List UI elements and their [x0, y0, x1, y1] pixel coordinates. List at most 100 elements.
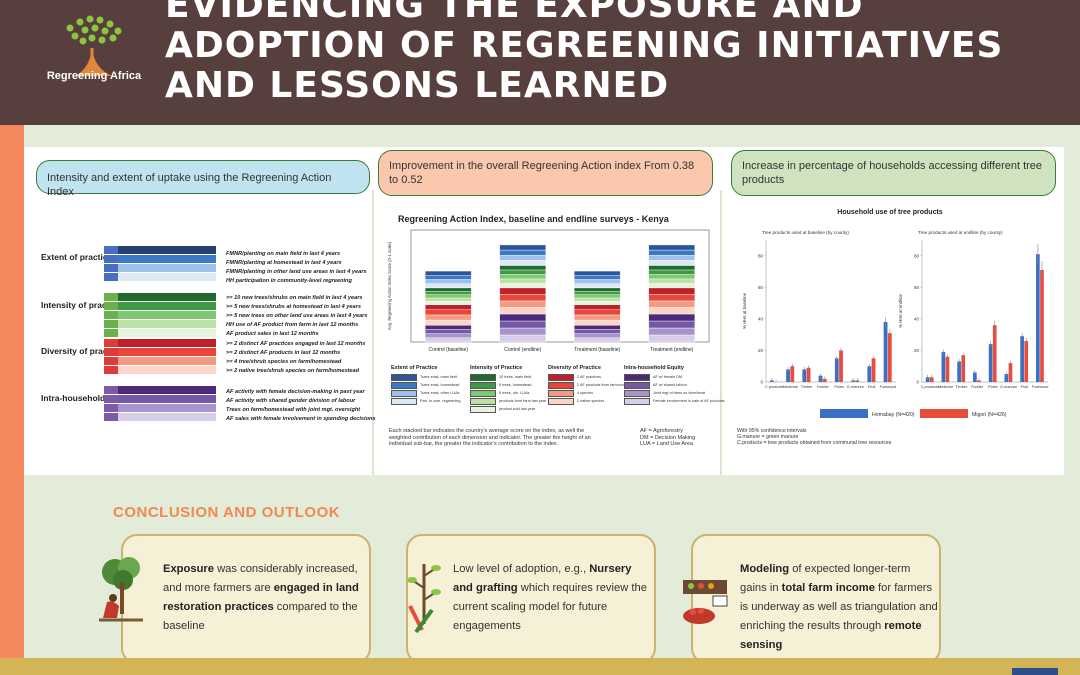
swatch	[104, 264, 216, 272]
stacked-bar-segment	[573, 275, 621, 280]
indicator-text: >= 4 tree/shrub species on farm/homestea…	[226, 359, 342, 365]
legend-column: Diversity of Practice 2 AF practices 2 AF …	[548, 365, 636, 406]
stacked-bar-segment	[573, 309, 621, 316]
stacked-bar-segment	[499, 269, 547, 275]
title-line: ADOPTION OF REGREENING INITIATIVES	[165, 25, 1004, 66]
stacked-bar-segment	[499, 307, 547, 315]
legend-item: product sold last year	[470, 406, 550, 413]
category-label: Intra-household equity	[41, 393, 133, 403]
legend-item: Trees exist, other LUAs	[391, 390, 471, 397]
legend-label: 5 trees, homestead	[499, 383, 532, 387]
x-tick-label: Fodder	[817, 385, 830, 389]
legend-item: 10 trees, main field	[470, 374, 550, 381]
stacked-bar-segment	[573, 333, 621, 338]
legend-swatch	[391, 398, 417, 405]
market-produce-icon	[683, 580, 728, 624]
stacked-bar-segment	[573, 337, 621, 343]
stacked-bar-segment	[648, 313, 696, 322]
legend-item: AF w/ female DM	[624, 374, 704, 381]
indicator-text: >= 2 distinct AF products in last 12 mon…	[226, 350, 341, 356]
bar	[818, 375, 823, 382]
bar	[961, 355, 966, 382]
swatch	[104, 273, 216, 281]
legend-swatch	[548, 382, 574, 389]
subplot-title: Tree products used at endline (by county…	[918, 230, 1003, 235]
chart-note: Each stacked bar indicates the country's…	[389, 428, 591, 447]
x-tick-label: Timber	[801, 385, 813, 389]
stacked-bar-segment	[648, 255, 696, 261]
legend-column: Intra-household Equity AF w/ female DM AF …	[624, 365, 725, 406]
stacked-bar-segment	[424, 287, 472, 292]
x-tick-label: Poles	[988, 385, 998, 389]
bar	[786, 369, 790, 382]
stacked-bar-segment	[573, 291, 621, 295]
category-label: Extent of practice	[41, 252, 113, 262]
card-text-part: of expected longer-term gains in	[740, 563, 911, 594]
bar	[839, 350, 843, 382]
stacked-bar-segment	[648, 274, 696, 280]
stacked-bar-segment	[424, 329, 472, 334]
legend-title: Intensity of Practice	[470, 365, 523, 371]
stacked-bar-segment	[648, 320, 696, 329]
conclusion-card-adoption: Low level of adoption, e.g., Nursery and…	[406, 534, 656, 664]
x-tick-label: Treatment (endline)	[650, 347, 694, 353]
x-tick-label: C.products	[921, 385, 939, 389]
x-tick-label: Treatment (baseline)	[574, 347, 620, 353]
stacked-bar-segment	[499, 244, 547, 251]
stacked-bar-segment	[573, 324, 621, 330]
y-tick-label: 80	[914, 253, 920, 258]
stacked-bar-segment	[648, 327, 696, 336]
legend-swatch	[391, 374, 417, 381]
legend-label: 4 species	[577, 391, 594, 395]
legend-swatch	[470, 374, 496, 381]
x-tick-label: C.products	[765, 385, 783, 389]
swatch	[104, 302, 216, 310]
left-accent-strip	[0, 125, 24, 675]
indicator-text: AF activity with shared gender division …	[226, 398, 356, 404]
y-axis-label: Avg. Regreening Action Index Score (0-1 …	[387, 241, 392, 330]
legend-label: products from farm last year	[499, 399, 547, 403]
stacked-bar-segment	[648, 300, 696, 308]
bold-text: total farm income	[781, 582, 875, 594]
legend-swatch	[920, 409, 968, 418]
stacked-bar-segment	[573, 270, 621, 276]
bottom-corner-box	[1012, 668, 1058, 675]
x-tick-label: Fuelwood	[1032, 385, 1048, 389]
indicator-list-extent: FMNR/planting on main field in last 4 ye…	[226, 250, 367, 286]
stacked-bar-segment	[648, 307, 696, 315]
panel-divider	[720, 190, 722, 475]
panel-heading-index: Improvement in the overall Regreening Ac…	[378, 150, 713, 196]
diversity-swatch-block	[104, 339, 216, 375]
legend-label: 2 AF products from farm/comm. for	[577, 383, 636, 387]
extent-swatch-block	[104, 246, 216, 282]
chart-title: Regreening Action Index, baseline and en…	[398, 214, 669, 224]
legend-swatch	[548, 390, 574, 397]
stacked-bar-segment	[424, 337, 472, 343]
category-label: Intensity of practice	[41, 300, 122, 310]
card-text-part: Low level of adoption, e.g.,	[453, 563, 590, 575]
stacked-bar-segment	[499, 320, 547, 329]
swatch	[104, 357, 216, 365]
intensity-swatch-block	[104, 293, 216, 338]
bar	[957, 361, 961, 382]
equity-swatch-block	[104, 386, 216, 422]
x-tick-label: Timber	[956, 385, 968, 389]
bottom-bar	[0, 658, 1080, 675]
swatch	[104, 366, 216, 374]
stacked-bar-segment	[499, 249, 547, 256]
conclusion-card-exposure: Exposure was considerably increased, and…	[99, 534, 371, 664]
stacked-bar-segment	[424, 319, 472, 326]
legend-column: Extent of Practice Trees exist, main fiel…	[391, 365, 471, 406]
stacked-bar-segment	[424, 291, 472, 295]
card-text: Exposure was considerably increased, and…	[163, 560, 363, 636]
legend-swatch	[470, 390, 496, 397]
bar	[790, 366, 795, 382]
legend-label: Trees exist, main field	[420, 375, 457, 379]
y-tick-label: 0	[916, 380, 919, 385]
legend-column: Intensity of Practice 10 trees, main fiel…	[470, 365, 550, 414]
swatch	[104, 348, 216, 356]
legend-label: Homabay (N=420)	[872, 412, 915, 418]
stacked-bar-segment	[499, 265, 547, 271]
index-chart-legend: Extent of Practice Trees exist, main fiel…	[388, 365, 725, 425]
indicator-text: HH use of AF product from farm in last 1…	[226, 322, 359, 328]
